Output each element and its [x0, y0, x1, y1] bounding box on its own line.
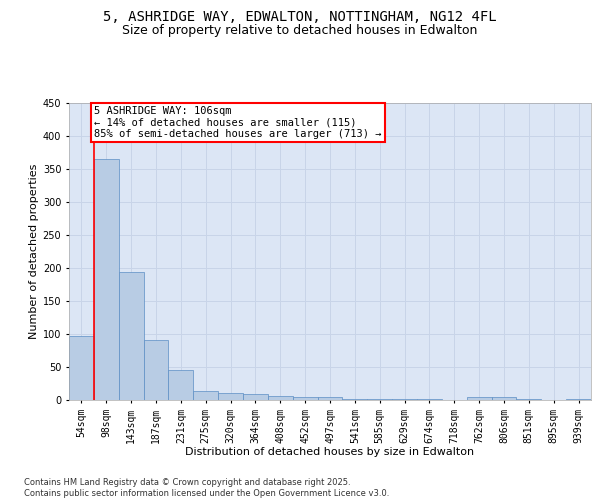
Bar — [193, 392, 218, 400]
Bar — [218, 394, 243, 400]
Bar — [94, 158, 119, 400]
Bar — [467, 398, 491, 400]
Bar — [169, 370, 193, 400]
Bar — [491, 398, 517, 400]
Y-axis label: Number of detached properties: Number of detached properties — [29, 164, 38, 339]
Bar — [293, 396, 317, 400]
Bar — [566, 398, 591, 400]
Text: 5, ASHRIDGE WAY, EDWALTON, NOTTINGHAM, NG12 4FL: 5, ASHRIDGE WAY, EDWALTON, NOTTINGHAM, N… — [103, 10, 497, 24]
Text: Contains HM Land Registry data © Crown copyright and database right 2025.
Contai: Contains HM Land Registry data © Crown c… — [24, 478, 389, 498]
Bar — [143, 340, 169, 400]
Bar — [317, 398, 343, 400]
Bar — [268, 396, 293, 400]
X-axis label: Distribution of detached houses by size in Edwalton: Distribution of detached houses by size … — [185, 447, 475, 457]
Bar — [243, 394, 268, 400]
Text: 5 ASHRIDGE WAY: 106sqm
← 14% of detached houses are smaller (115)
85% of semi-de: 5 ASHRIDGE WAY: 106sqm ← 14% of detached… — [94, 106, 382, 139]
Text: Size of property relative to detached houses in Edwalton: Size of property relative to detached ho… — [122, 24, 478, 37]
Bar — [69, 336, 94, 400]
Bar — [119, 272, 143, 400]
